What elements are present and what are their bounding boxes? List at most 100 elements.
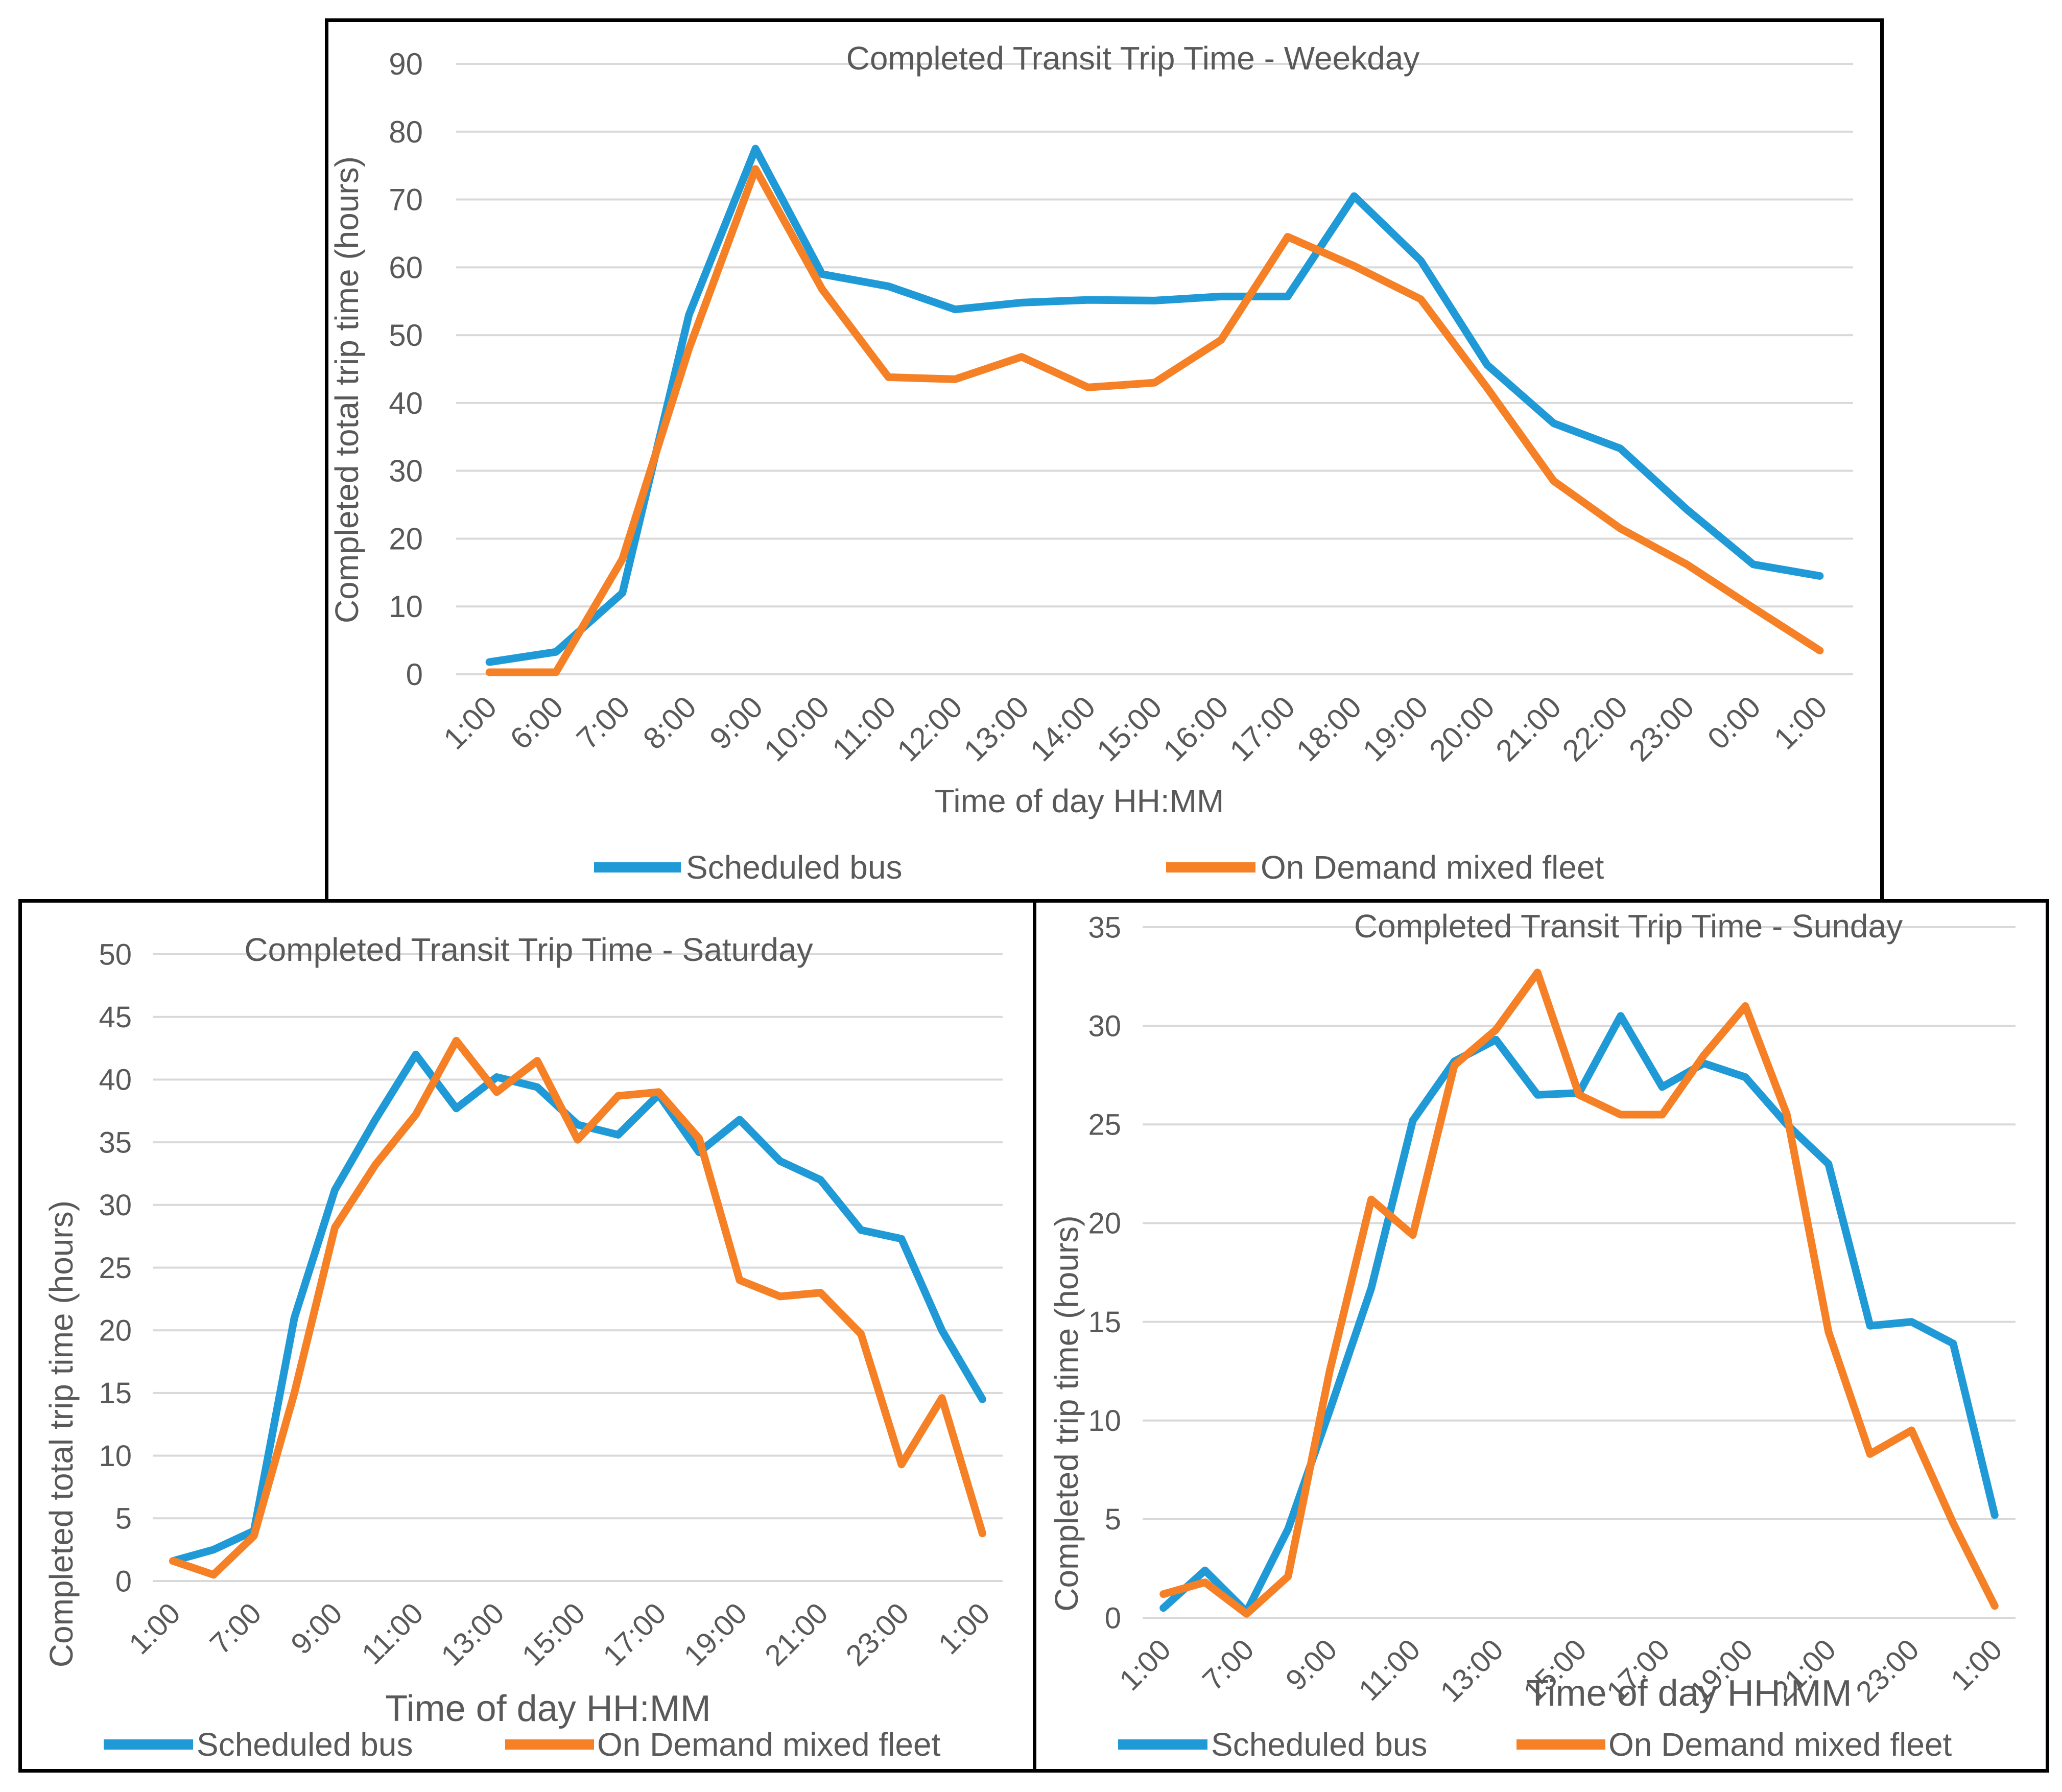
weekday-x-tick-label: 1:00 [437, 690, 503, 756]
saturday-x-tick-labels: 1:00 7:00 9:00 11:00 13:00 15:00 17:00 19:00 21:… [123, 1596, 997, 1672]
saturday-x-tick-label: 23:00 [839, 1596, 915, 1672]
weekday-y-tick-label: 90 [389, 47, 423, 81]
weekday-y-tick-label: 0 [406, 657, 423, 692]
weekday-x-tick-label: 14:00 [1024, 690, 1102, 768]
saturday-legend: Scheduled bus On Demand mixed fleet [104, 1726, 941, 1763]
saturday-y-tick-label: 25 [99, 1252, 132, 1285]
weekday-x-tick-label: 19:00 [1356, 690, 1435, 768]
weekday-x-tick-label: 15:00 [1090, 690, 1169, 768]
saturday-y-tick-label: 20 [99, 1314, 132, 1348]
sunday-x-tick-label: 13:00 [1434, 1633, 1510, 1709]
saturday-y-tick-labels: 0 5 10 15 20 25 30 35 40 45 50 [99, 938, 132, 1598]
weekday-x-tick-label: 23:00 [1622, 690, 1701, 768]
saturday-y-tick-label: 5 [115, 1502, 132, 1536]
sunday-chart-panel: 0 5 10 15 20 25 30 35 1:00 7:00 9:00 11:00 13:00 15:… [1033, 899, 2049, 1773]
saturday-y-tick-label: 40 [99, 1064, 132, 1097]
weekday-series-on-demand-line [485, 165, 1824, 676]
saturday-x-tick-label: 1:00 [932, 1596, 997, 1661]
saturday-legend-label-scheduled: Scheduled bus [197, 1726, 413, 1763]
sunday-gridlines [1143, 926, 2016, 1619]
sunday-legend-label-scheduled: Scheduled bus [1211, 1726, 1427, 1763]
weekday-x-tick-label: 10:00 [757, 690, 836, 768]
weekday-x-axis-label: Time of day HH:MM [935, 783, 1224, 819]
weekday-legend: Scheduled bus On Demand mixed fleet [594, 849, 1604, 886]
weekday-y-tick-label: 20 [389, 522, 423, 556]
saturday-y-tick-label: 15 [99, 1377, 132, 1410]
weekday-x-tick-label: 6:00 [504, 690, 570, 756]
saturday-chart-panel: 0 5 10 15 20 25 30 35 40 45 50 1:00 7:00 9:00 11:00 13… [18, 899, 1037, 1773]
saturday-series-on-demand-line [169, 1036, 986, 1579]
sunday-y-tick-label: 15 [1088, 1306, 1121, 1339]
saturday-x-tick-label: 7:00 [204, 1596, 268, 1661]
saturday-y-tick-label: 0 [115, 1565, 132, 1598]
weekday-x-tick-label: 22:00 [1556, 690, 1634, 768]
sunday-y-tick-label: 0 [1105, 1601, 1121, 1635]
saturday-series-scheduled-bus-line [169, 1050, 986, 1565]
sunday-y-tick-label: 20 [1088, 1207, 1121, 1240]
weekday-x-tick-label: 18:00 [1290, 690, 1368, 768]
weekday-chart-title: Completed Transit Trip Time - Weekday [846, 40, 1420, 77]
saturday-y-tick-label: 35 [99, 1126, 132, 1159]
weekday-legend-label-scheduled: Scheduled bus [686, 849, 902, 886]
sunday-x-tick-label: 7:00 [1196, 1633, 1261, 1697]
weekday-gridlines [456, 63, 1853, 675]
sunday-x-tick-label: 9:00 [1279, 1633, 1344, 1697]
weekday-x-tick-label: 16:00 [1156, 690, 1235, 768]
saturday-x-tick-label: 13:00 [435, 1596, 511, 1672]
weekday-x-tick-label: 13:00 [957, 690, 1036, 768]
saturday-x-tick-label: 19:00 [678, 1596, 754, 1672]
saturday-legend-label-ondemand: On Demand mixed fleet [597, 1726, 941, 1763]
weekday-x-tick-label: 7:00 [570, 690, 636, 756]
sunday-legend: Scheduled bus On Demand mixed fleet [1118, 1726, 1952, 1763]
sunday-x-tick-label: 1:00 [1945, 1633, 2009, 1697]
saturday-chart-title: Completed Transit Trip Time - Saturday [244, 931, 813, 968]
sunday-chart-title: Completed Transit Trip Time - Sunday [1354, 908, 1903, 945]
weekday-series-scheduled-bus-line [485, 145, 1824, 666]
sunday-x-tick-label: 11:00 [1353, 1633, 1427, 1707]
sunday-x-tick-label: 23:00 [1850, 1633, 1926, 1709]
weekday-x-tick-label: 12:00 [890, 690, 969, 768]
weekday-y-tick-label: 70 [389, 183, 423, 217]
weekday-x-tick-label: 20:00 [1423, 690, 1501, 768]
sunday-series-scheduled-bus-line [1159, 1012, 1999, 1616]
sunday-legend-label-ondemand: On Demand mixed fleet [1608, 1726, 1952, 1763]
saturday-y-tick-label: 45 [99, 1001, 132, 1034]
sunday-y-axis-label: Completed trip time (hours) [1048, 1215, 1085, 1611]
sunday-y-tick-labels: 0 5 10 15 20 25 30 35 [1088, 911, 1121, 1635]
weekday-chart-panel: 0 10 20 30 40 50 60 70 80 90 1:00 6:00 7:00 8:00 9:00… [325, 18, 1884, 913]
saturday-x-tick-label: 11:00 [355, 1596, 430, 1671]
weekday-x-tick-label: 1:00 [1767, 690, 1834, 756]
weekday-y-axis-label: Completed total trip time (hours) [328, 156, 365, 623]
sunday-series-on-demand-line [1159, 969, 1999, 1618]
weekday-x-tick-labels: 1:00 6:00 7:00 8:00 9:0010:0011:0012:0013:00… [437, 690, 1834, 768]
weekday-x-tick-label: 17:00 [1223, 690, 1302, 768]
sunday-y-tick-label: 25 [1088, 1109, 1121, 1142]
saturday-y-tick-label: 10 [99, 1440, 132, 1473]
weekday-y-tick-label: 80 [389, 115, 423, 149]
sunday-y-tick-label: 35 [1088, 911, 1121, 944]
saturday-gridlines [153, 953, 1003, 1582]
weekday-x-tick-label: 0:00 [1701, 690, 1767, 756]
sunday-x-tick-label: 1:00 [1113, 1633, 1177, 1697]
weekday-y-tick-label: 30 [389, 454, 423, 488]
saturday-series [169, 1036, 986, 1579]
sunday-y-tick-label: 10 [1088, 1404, 1121, 1437]
sunday-y-tick-label: 5 [1105, 1503, 1121, 1536]
saturday-x-axis-label: Time of day HH:MM [385, 1688, 710, 1729]
sunday-x-axis-label: Time of day HH:MM [1526, 1673, 1852, 1714]
weekday-legend-label-ondemand: On Demand mixed fleet [1261, 849, 1604, 886]
saturday-y-axis-label: Completed total trip time (hours) [43, 1200, 80, 1667]
weekday-y-tick-label: 40 [389, 386, 423, 420]
weekday-y-tick-labels: 0 10 20 30 40 50 60 70 80 90 [389, 47, 423, 692]
saturday-x-tick-label: 1:00 [123, 1596, 187, 1661]
weekday-y-tick-label: 10 [389, 590, 423, 624]
sunday-y-tick-label: 30 [1088, 1009, 1121, 1043]
saturday-y-tick-label: 50 [99, 938, 132, 971]
saturday-x-tick-label: 21:00 [759, 1596, 835, 1672]
saturday-y-tick-label: 30 [99, 1189, 132, 1222]
saturday-x-tick-label: 15:00 [516, 1596, 592, 1672]
saturday-x-tick-label: 9:00 [285, 1596, 349, 1661]
saturday-x-tick-label: 17:00 [597, 1596, 673, 1672]
